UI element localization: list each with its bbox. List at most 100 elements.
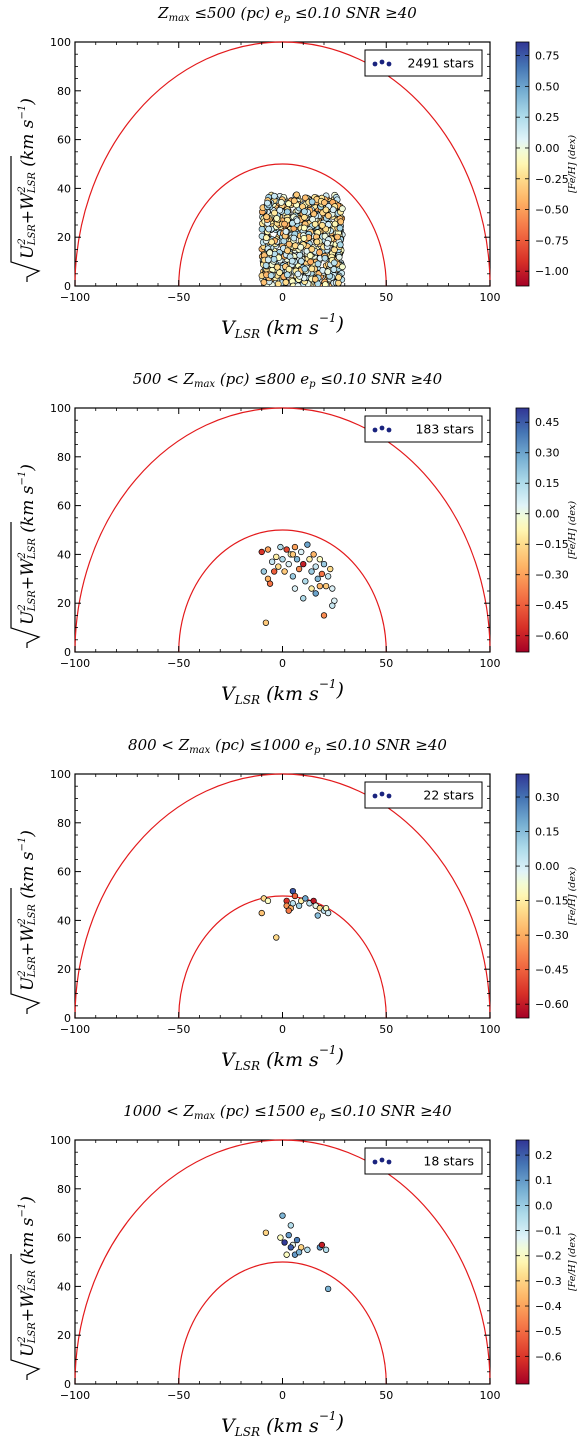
colorbar-tick-label: −0.2 — [535, 1250, 562, 1263]
x-label-part: (km s — [260, 683, 319, 705]
star-point — [281, 1239, 288, 1246]
y-label-part: LSR — [27, 904, 38, 926]
title-part: ≤500 (pc) e — [190, 4, 284, 22]
y-label-part: 2 — [17, 918, 28, 925]
star-point — [322, 582, 330, 590]
star-point — [289, 573, 297, 580]
x-label-part: −1 — [319, 1043, 337, 1057]
y-axis-label: U2LSR+W2LSR (km s−1) — [10, 1196, 41, 1380]
colorbar-tick-label: 0.15 — [535, 477, 560, 490]
y-label-part: U — [18, 1342, 38, 1357]
star-point — [291, 585, 299, 592]
chart-title: 1000 < Zmax (pc) ≤1500 ep ≤0.10 SNR ≥40 — [123, 1102, 452, 1122]
star-point — [273, 934, 280, 941]
star-point — [264, 897, 272, 905]
star-point — [311, 275, 319, 283]
star-point — [304, 541, 311, 548]
legend: 22 stars — [364, 781, 483, 809]
star-point — [271, 192, 278, 200]
star-point — [273, 215, 281, 222]
legend-marker — [372, 61, 378, 67]
title-part: p — [284, 13, 291, 24]
chart-title: 800 < Zmax (pc) ≤1000 ep ≤0.10 SNR ≥40 — [128, 736, 447, 756]
star-point — [318, 1241, 326, 1249]
legend-marker — [379, 425, 385, 431]
star-point — [337, 218, 345, 225]
star-point — [300, 234, 308, 242]
star-point — [314, 575, 321, 582]
colorbar-tick-label: 0.0 — [535, 1199, 553, 1212]
x-tick-label: 100 — [480, 1023, 501, 1036]
y-tick-label: 20 — [57, 597, 71, 610]
star-point — [274, 263, 281, 271]
star-point — [285, 200, 292, 207]
star-point — [265, 225, 272, 233]
star-point — [330, 266, 338, 273]
colorbar-tick-label: −0.15 — [535, 895, 569, 908]
star-point — [267, 272, 275, 279]
title-part: ≤0.10 SNR ≥40 — [316, 370, 443, 388]
x-label-part: (km s — [260, 317, 319, 339]
star-point — [335, 279, 342, 286]
star-point — [290, 234, 298, 242]
y-tick-label: 0 — [64, 646, 71, 659]
y-tick-label: 40 — [57, 548, 71, 561]
star-point — [291, 543, 299, 551]
star-point — [310, 551, 317, 558]
star-point — [263, 234, 270, 242]
star-point — [324, 268, 332, 275]
star-point — [289, 551, 297, 558]
star-point — [292, 242, 299, 249]
colorbar: 0.45 0.30 0.15 0.00 −0.15 −0.30 −0.45 −0.60 [Fe/… — [515, 407, 578, 653]
sqrt-sign — [10, 1254, 41, 1380]
colorbar-tick-label: −0.45 — [535, 599, 569, 612]
y-label-part: ) — [18, 1196, 38, 1204]
star-point — [306, 556, 313, 563]
star-point — [308, 198, 316, 206]
star-point — [262, 1229, 270, 1236]
y-tick-label: 80 — [57, 817, 71, 830]
legend-box — [364, 415, 483, 443]
star-point — [258, 225, 266, 233]
y-label-part: +W — [18, 557, 38, 590]
star-point — [322, 1246, 330, 1253]
legend-marker — [386, 793, 392, 799]
x-label-part: −1 — [319, 1409, 337, 1423]
colorbar-tick-label: 0.50 — [535, 80, 560, 93]
star-point — [271, 209, 278, 217]
title-part: (pc) ≤800 e — [215, 370, 309, 388]
star-point — [336, 241, 344, 249]
x-label-part: LSR — [234, 693, 260, 707]
star-point — [283, 546, 290, 553]
x-axis-label: VLSR (km s−1) — [221, 1409, 344, 1439]
star-point — [308, 585, 315, 592]
colorbar-label: [Fe/H] (dex) — [567, 135, 578, 193]
star-point — [331, 220, 339, 228]
star-point — [339, 263, 346, 271]
sqrt-sign — [10, 522, 41, 648]
star-point — [311, 220, 319, 228]
colorbar-tick-label: 0.30 — [535, 447, 560, 460]
star-point — [312, 563, 319, 570]
title-part: p — [309, 379, 316, 390]
star-point — [325, 212, 332, 219]
star-point — [294, 282, 302, 286]
y-label-text: U2LSR+W2LSR (km s−1) — [17, 830, 38, 991]
data-points — [258, 191, 346, 286]
y-label-text: U2LSR+W2LSR (km s−1) — [17, 98, 38, 259]
y-label-part: LSR — [27, 590, 38, 612]
y-label-part: (km s — [18, 1217, 38, 1270]
star-point — [302, 578, 309, 585]
y-label-text: U2LSR+W2LSR (km s−1) — [17, 464, 38, 625]
star-point — [268, 558, 276, 565]
legend-marker — [386, 1159, 392, 1165]
y-tick-label: 60 — [57, 500, 71, 513]
star-point — [300, 224, 308, 232]
legend-marker — [386, 61, 392, 67]
star-point — [302, 895, 309, 902]
data-points — [262, 1212, 332, 1292]
x-tick-label: 100 — [480, 291, 501, 304]
x-label-part: V — [221, 683, 237, 705]
star-point — [282, 279, 290, 286]
colorbar-tick-label: −0.50 — [535, 204, 569, 217]
